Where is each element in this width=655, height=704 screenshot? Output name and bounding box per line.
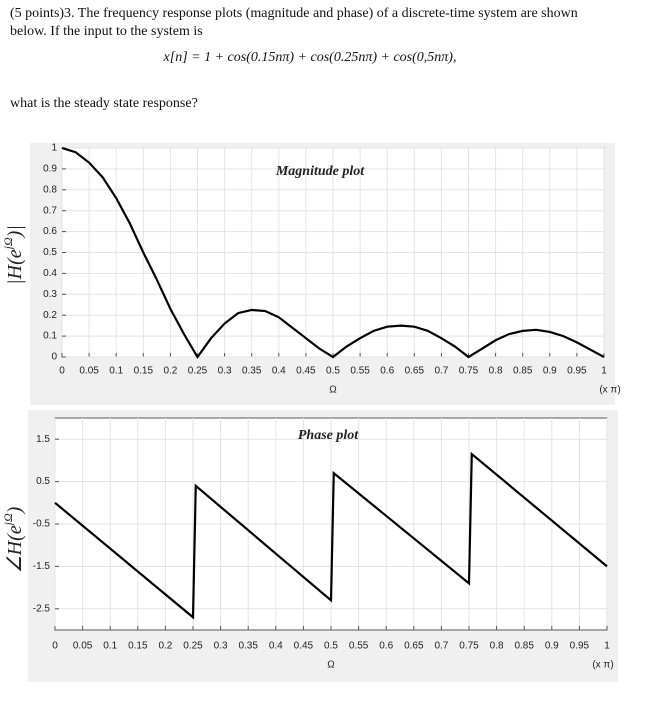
- x-tick-label: 0.5: [326, 366, 340, 377]
- x-tick-label: 0.65: [405, 366, 425, 377]
- x-tick-label: 0.75: [459, 641, 479, 652]
- y-axis-label-part: ∠H(e: [4, 525, 26, 573]
- y-axis-label: |H(ejΩ)|: [1, 225, 26, 285]
- x-tick-label: 0.4: [272, 366, 286, 377]
- x-tick-label: 0.3: [214, 641, 228, 652]
- y-axis-label-part: )|: [4, 225, 26, 238]
- y-tick-label: 1: [51, 143, 57, 154]
- y-tick-label: 0.7: [43, 205, 57, 216]
- x-tick-label: 0.1: [103, 641, 117, 652]
- x-tick-label: 1: [601, 366, 607, 377]
- y-tick-label: 0.4: [43, 268, 57, 279]
- data-line: [61, 146, 605, 360]
- y-tick-label: 0.1: [43, 331, 57, 342]
- chart-title: Magnitude plot: [275, 164, 365, 179]
- x-tick-label: 0.9: [543, 366, 557, 377]
- x-tick-label: 0.25: [183, 641, 203, 652]
- question-intro: (5 points)3. The frequency response plot…: [10, 6, 578, 39]
- x-tick-label: 0.3: [218, 366, 232, 377]
- x-tick-label: 0.8: [490, 641, 504, 652]
- x-tick-label: 0: [59, 366, 65, 377]
- y-tick-label: 1.5: [36, 434, 50, 445]
- x-tick-label: 0.8: [489, 366, 503, 377]
- y-tick-label: -1.5: [33, 561, 51, 572]
- x-tick-label: 0.45: [296, 366, 316, 377]
- y-tick-label: 0.8: [43, 184, 57, 195]
- y-tick-label: 0.6: [43, 226, 57, 237]
- x-tick-label: 0.4: [269, 641, 283, 652]
- y-tick-label: 0.2: [43, 310, 57, 321]
- x-tick-label: 0.2: [158, 641, 172, 652]
- y-tick-label: 0.5: [43, 247, 57, 258]
- x-tick-label: 1: [604, 641, 610, 652]
- y-axis-label-part: jΩ: [1, 237, 15, 251]
- x-tick-label: 0.75: [459, 366, 479, 377]
- x-tick-label: 0: [52, 641, 58, 652]
- x-tick-label: 0.35: [242, 366, 262, 377]
- x-tick-label: 0.25: [188, 366, 208, 377]
- x-tick-label: 0.6: [380, 366, 394, 377]
- equation: x[n] = 1 + cos(0.15nπ) + cos(0.25nπ) + c…: [163, 50, 457, 65]
- y-tick-label: -2.5: [33, 603, 51, 614]
- x-tick-label: 0.15: [134, 366, 154, 377]
- question-prompt: what is the steady state response?: [10, 96, 198, 111]
- x-tick-label: 0.6: [379, 641, 393, 652]
- x-tick-label: 0.95: [570, 641, 590, 652]
- y-axis-label-part: jΩ: [1, 513, 15, 527]
- data-line: [54, 451, 608, 620]
- x-axis-unit: (x π): [592, 660, 613, 671]
- x-tick-label: 0.35: [238, 641, 258, 652]
- y-tick-label: 0: [51, 352, 57, 363]
- x-tick-label: 0.2: [163, 366, 177, 377]
- y-tick-label: -0.5: [33, 519, 51, 530]
- x-tick-label: 0.05: [73, 641, 93, 652]
- x-tick-label: 0.45: [294, 641, 314, 652]
- x-tick-label: 0.15: [128, 641, 148, 652]
- y-tick-label: 0.3: [43, 289, 57, 300]
- x-tick-label: 0.1: [109, 366, 123, 377]
- x-tick-label: 0.05: [79, 366, 99, 377]
- x-tick-label: 0.55: [349, 641, 369, 652]
- x-tick-label: 0.65: [404, 641, 424, 652]
- y-axis-label-part: ): [4, 506, 26, 514]
- x-tick-label: 0.55: [350, 366, 370, 377]
- x-tick-label: 0.7: [434, 641, 448, 652]
- y-tick-label: 0.9: [43, 164, 57, 175]
- y-axis-label-part: |H(e: [4, 249, 26, 285]
- x-tick-label: 0.5: [324, 641, 338, 652]
- x-tick-label: 0.95: [567, 366, 587, 377]
- y-axis-label: ∠H(ejΩ): [1, 506, 26, 573]
- x-tick-label: 0.7: [434, 366, 448, 377]
- x-tick-label: 0.85: [514, 641, 534, 652]
- y-tick-label: 0.5: [36, 476, 50, 487]
- x-tick-label: 0.85: [513, 366, 533, 377]
- x-axis-label: Ω: [329, 385, 337, 396]
- x-tick-label: 0.9: [545, 641, 559, 652]
- x-axis-label: Ω: [327, 660, 335, 671]
- x-axis-unit: (x π): [599, 385, 620, 396]
- chart-title: Phase plot: [298, 428, 359, 443]
